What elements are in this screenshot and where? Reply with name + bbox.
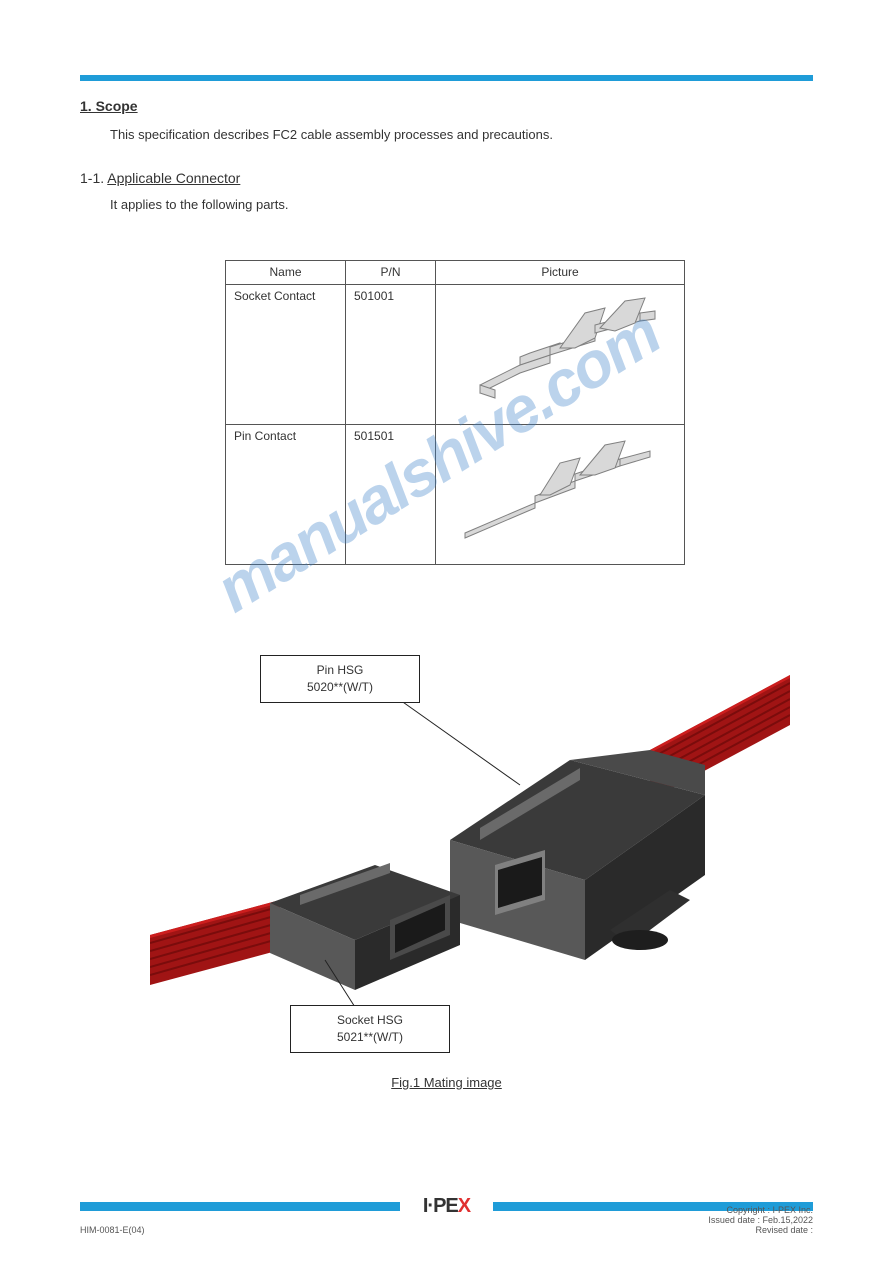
th-pn: P/N [346, 261, 436, 285]
mating-svg [150, 645, 790, 1075]
subsection-heading: 1-1. Applicable Connector [80, 170, 240, 186]
socket-housing [270, 863, 460, 990]
section-heading: 1. Scope [80, 98, 138, 114]
logo-accent: X [458, 1195, 470, 1217]
th-picture: Picture [436, 261, 685, 285]
intro-text: This specification describes FC2 cable a… [110, 125, 553, 145]
cell-name: Socket Contact [226, 285, 346, 425]
table-header-row: Name P/N Picture [226, 261, 685, 285]
leader-pin [400, 700, 520, 785]
mating-figure: Pin HSG 5020**(W/T) Socket HSG 5021**(W/… [150, 645, 790, 1075]
footer-revised: Revised date : [708, 1225, 813, 1235]
footer-copyright: Copyright : I-PEX Inc. [708, 1205, 813, 1215]
socket-hsg-line1: Socket HSG [337, 1013, 403, 1027]
cell-picture [436, 285, 685, 425]
logo-text: I·PE [423, 1195, 458, 1217]
wire-bundle-left [150, 900, 280, 985]
pin-hsg-label: Pin HSG 5020**(W/T) [260, 655, 420, 703]
cell-name: Pin Contact [226, 425, 346, 565]
pin-housing [450, 750, 705, 960]
socket-contact-illustration [445, 293, 675, 413]
footer-doc-id: HIM-0081-E(04) [80, 1225, 145, 1235]
cell-picture [436, 425, 685, 565]
pin-hsg-line2: 5020**(W/T) [307, 680, 373, 694]
parts-table: Name P/N Picture Socket Contact 501001 [225, 260, 685, 565]
pin-contact-illustration [445, 433, 675, 553]
subsection-lead: It applies to the following parts. [110, 195, 289, 215]
top-accent-bar [80, 75, 813, 81]
figure-caption: Fig.1 Mating image [0, 1075, 893, 1090]
footer-issued: Issued date : Feb.15,2022 [708, 1215, 813, 1225]
cell-pn: 501501 [346, 425, 436, 565]
footer-meta: Copyright : I-PEX Inc. Issued date : Feb… [708, 1205, 813, 1235]
pin-hsg-line1: Pin HSG [317, 663, 364, 677]
cell-pn: 501001 [346, 285, 436, 425]
table-row: Pin Contact 501501 [226, 425, 685, 565]
socket-hsg-line2: 5021**(W/T) [337, 1030, 403, 1044]
subsection-title: Applicable Connector [107, 170, 240, 186]
socket-hsg-label: Socket HSG 5021**(W/T) [290, 1005, 450, 1053]
subsection-number: 1-1. [80, 170, 104, 186]
th-name: Name [226, 261, 346, 285]
table-row: Socket Contact 501001 [226, 285, 685, 425]
